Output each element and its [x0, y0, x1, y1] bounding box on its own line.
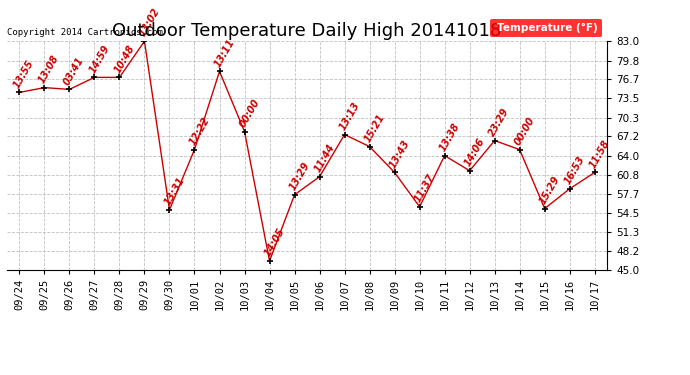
Text: 00:00: 00:00: [237, 97, 262, 129]
Text: 03:41: 03:41: [62, 55, 86, 87]
Text: 13:08: 13:08: [37, 53, 61, 85]
Text: 11:44: 11:44: [313, 142, 337, 174]
Text: 11:58: 11:58: [587, 138, 611, 170]
Text: 10:48: 10:48: [112, 43, 137, 75]
Text: 16:53: 16:53: [562, 154, 586, 186]
Text: 14:06: 14:06: [462, 136, 486, 168]
Text: 12:22: 12:22: [187, 115, 211, 147]
Title: Outdoor Temperature Daily High 20141018: Outdoor Temperature Daily High 20141018: [112, 22, 502, 40]
Text: 14:05: 14:05: [262, 226, 286, 258]
Text: 23:29: 23:29: [487, 106, 511, 138]
Text: 13:55: 13:55: [12, 58, 37, 90]
Text: 00:00: 00:00: [513, 115, 537, 147]
Text: 13:29: 13:29: [287, 160, 311, 192]
Text: 13:13: 13:13: [337, 100, 362, 132]
Text: 14:59: 14:59: [87, 43, 111, 75]
Text: 13:11: 13:11: [213, 37, 237, 69]
Text: 15:21: 15:21: [362, 112, 386, 144]
Text: 15:29: 15:29: [538, 174, 562, 206]
Text: 13:43: 13:43: [387, 138, 411, 170]
Text: 11:37: 11:37: [413, 172, 437, 204]
Text: 13:02: 13:02: [137, 7, 161, 39]
Text: Copyright 2014 Cartronics.com: Copyright 2014 Cartronics.com: [7, 28, 163, 37]
Text: 13:38: 13:38: [437, 121, 462, 153]
Text: 13:31: 13:31: [162, 175, 186, 207]
Legend: Temperature (°F): Temperature (°F): [490, 19, 602, 38]
